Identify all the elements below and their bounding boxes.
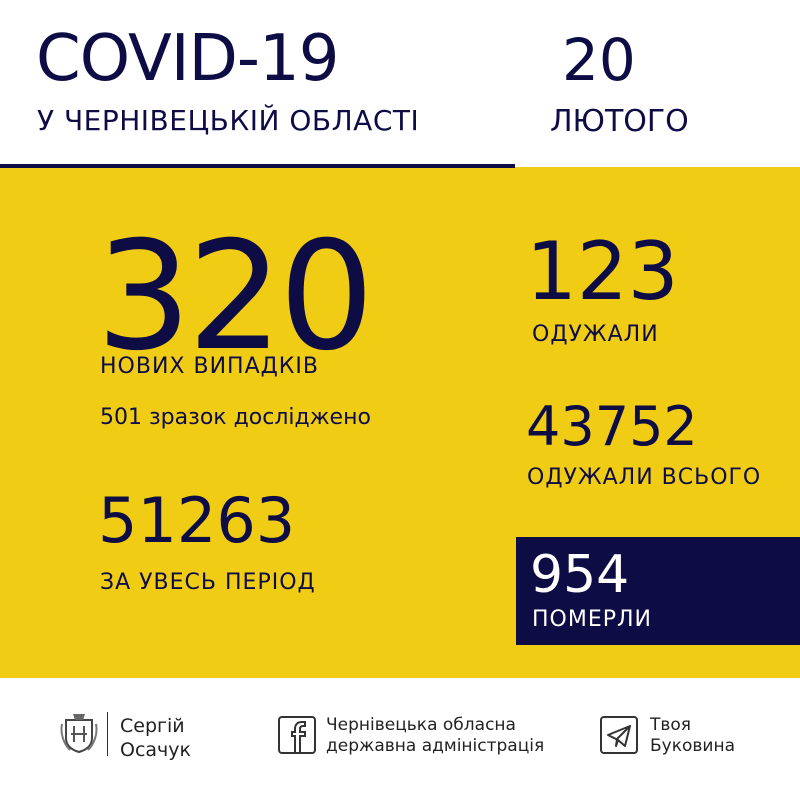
facebook-link[interactable]: Чернівецька обласна державна адміністрац… <box>326 715 544 757</box>
total-cases-value: 51263 <box>98 484 296 557</box>
telegram-line2: Буковина <box>650 736 735 756</box>
deaths-value: 954 <box>530 545 630 605</box>
page-title: COVID-19 <box>36 22 339 96</box>
divider <box>0 164 515 168</box>
telegram-link[interactable]: Твоя Буковина <box>650 715 735 757</box>
telegram-line1: Твоя <box>650 715 692 735</box>
recovered-total-value: 43752 <box>526 395 698 458</box>
total-cases-label: ЗА УВЕСЬ ПЕРІОД <box>100 570 316 595</box>
recovered-total-label: ОДУЖАЛИ ВСЬОГО <box>527 465 762 490</box>
deaths-label: ПОМЕРЛИ <box>532 607 653 632</box>
person-name: Сергій Осачук <box>120 714 191 762</box>
footer: Сергій Осачук Чернівецька обласна держав… <box>0 678 800 800</box>
footer-separator <box>107 712 108 756</box>
new-cases-label: НОВИХ ВИПАДКІВ <box>100 354 320 379</box>
coat-of-arms-icon <box>60 710 98 760</box>
facebook-line2: державна адміністрація <box>326 736 545 756</box>
person-last-name: Осачук <box>120 739 191 761</box>
date-day: 20 <box>562 26 636 94</box>
date-month: ЛЮТОГО <box>550 104 689 139</box>
recovered-label: ОДУЖАЛИ <box>532 322 659 347</box>
page-subtitle: У ЧЕРНІВЕЦЬКІЙ ОБЛАСТІ <box>37 104 420 137</box>
facebook-icon[interactable] <box>278 716 316 758</box>
telegram-icon[interactable] <box>600 716 638 758</box>
new-cases-value: 320 <box>96 210 374 384</box>
tests-text: 501 зразок досліджено <box>100 405 371 430</box>
deaths-box: 954 ПОМЕРЛИ <box>516 537 800 645</box>
person-first-name: Сергій <box>120 715 185 737</box>
facebook-line1: Чернівецька обласна <box>326 715 516 735</box>
recovered-value: 123 <box>526 225 679 318</box>
